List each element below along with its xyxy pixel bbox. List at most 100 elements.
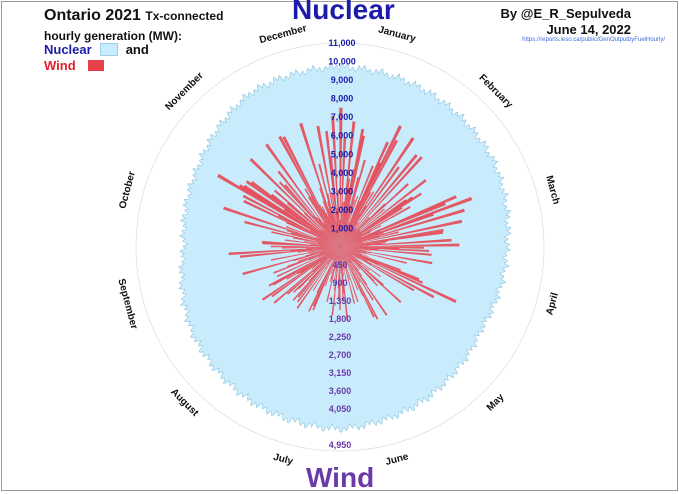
wind-spike [340, 247, 355, 271]
month-label-march: March [543, 174, 561, 205]
wind-spike [340, 247, 350, 259]
wind-spike [324, 224, 340, 247]
wind-spike [322, 208, 340, 247]
wind-spike [305, 247, 340, 249]
wind-spike [340, 247, 359, 271]
wind-spike [271, 193, 340, 247]
wind-spike [340, 232, 371, 247]
title-rest: Tx-connected [145, 9, 224, 23]
nuclear-tick-label: 6,000 [331, 131, 354, 141]
wind-spike [261, 247, 340, 301]
wind-spike [284, 239, 340, 247]
wind-spike [332, 247, 340, 260]
wind-spike [243, 199, 340, 247]
nuclear-tick-label: 5,000 [331, 149, 354, 159]
wind-spike [340, 229, 372, 247]
wind-spike [340, 247, 368, 285]
wind-spike [304, 212, 340, 247]
wind-spike [340, 247, 379, 320]
legend-nuclear-swatch [99, 43, 118, 56]
wind-spike [328, 208, 340, 247]
wind-spike [340, 179, 427, 247]
wind-spike [243, 184, 340, 247]
wind-spike [223, 206, 340, 247]
wind-spike [325, 130, 340, 247]
wind-spike [273, 247, 340, 304]
wind-spike [309, 247, 340, 255]
wind-spike [321, 230, 340, 247]
wind-spike [340, 202, 344, 247]
wind-spike [293, 247, 340, 262]
wind-spike [318, 204, 340, 247]
wind-spike [340, 207, 403, 247]
wind-spike [324, 247, 340, 256]
wind-spike [296, 247, 340, 309]
legend-wind: Wind [44, 58, 104, 73]
wind-spike [340, 231, 399, 247]
wind-spike [290, 247, 340, 252]
wind-spike [340, 139, 399, 247]
wind-spike [340, 247, 352, 256]
wind-spike [340, 247, 346, 269]
wind-spike [340, 247, 353, 256]
wind-spike [309, 247, 340, 261]
legend-nuclear: Nuclear and [44, 42, 149, 57]
wind-spike [296, 247, 340, 275]
wind-spike [340, 192, 372, 247]
wind-spike [286, 247, 340, 280]
wind-spike [340, 247, 370, 271]
wind-spike [336, 247, 340, 259]
wind-spike [340, 247, 368, 262]
wind-spike [340, 247, 356, 304]
wind-spike [268, 247, 340, 287]
wind-spike [271, 247, 340, 298]
wind-spike [340, 247, 359, 291]
wind-spike [340, 247, 343, 260]
nuclear-tick-label: 9,000 [331, 75, 354, 85]
byline: By @E_R_Sepulveda June 14, 2022 [501, 6, 631, 38]
wind-spike [316, 125, 340, 247]
source-url[interactable]: https://reports.ieso.ca/public/GenOutput… [522, 37, 665, 43]
wind-spike [340, 183, 409, 247]
wind-spike [242, 194, 340, 247]
wind-spike [265, 143, 340, 247]
wind-spike [340, 247, 362, 268]
nuclear-tick-label: 4,000 [331, 168, 354, 178]
wind-spike [340, 243, 460, 247]
wind-spike [340, 247, 372, 265]
wind-spike [340, 245, 369, 247]
wind-spike [340, 196, 414, 247]
wind-spike [285, 226, 340, 247]
wind-spike [340, 231, 361, 247]
wind-spike [340, 196, 359, 247]
wind-spike [228, 247, 340, 256]
month-label-may: May [485, 392, 507, 414]
wind-spike [321, 206, 340, 247]
wind-spike [339, 219, 340, 247]
wind-tick-label: 4,950 [329, 440, 352, 450]
wind-tick-label: 900 [332, 278, 347, 288]
wind-spike [287, 247, 340, 268]
wind-spike [330, 247, 340, 262]
wind-spike [319, 230, 340, 247]
wind-spike [311, 247, 340, 270]
wind-spike [340, 247, 363, 277]
wind-spike [340, 229, 360, 247]
wind-spike [340, 166, 400, 247]
wind-spike [340, 240, 388, 247]
wind-spike [299, 122, 340, 247]
wind-spike [340, 156, 423, 247]
wind-spike [340, 205, 367, 247]
wind-spike [312, 247, 340, 291]
wind-spike [340, 247, 402, 303]
wind-spike [340, 247, 361, 283]
wind-spike [286, 230, 340, 247]
wind-spike [296, 247, 340, 303]
wind-spike [340, 247, 342, 274]
month-label-december: December [258, 23, 308, 46]
wind-spike [340, 247, 401, 271]
wind-spike [325, 212, 340, 247]
wind-spike [340, 247, 375, 282]
wind-spike [327, 216, 340, 247]
wind-spike [287, 247, 340, 295]
